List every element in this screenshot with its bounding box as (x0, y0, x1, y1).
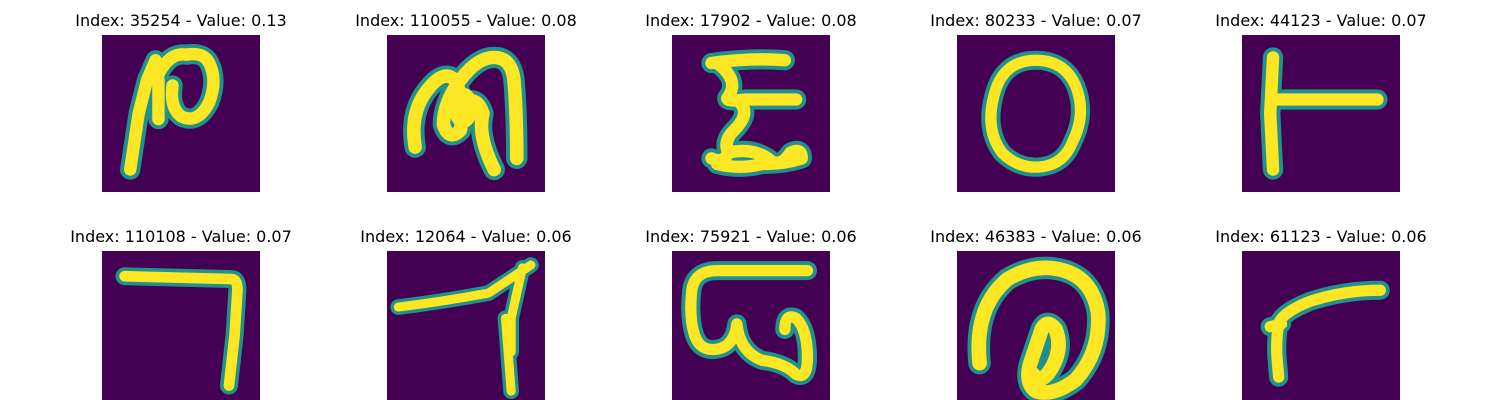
tile-image-glyph-gamma (1242, 251, 1400, 400)
tile-title: Index: 17902 - Value: 0.08 (645, 11, 857, 30)
tile-2: Index: 110055 - Value: 0.08 (355, 12, 577, 192)
tile-title: Index: 110055 - Value: 0.08 (355, 11, 577, 30)
tile-7: Index: 12064 - Value: 0.06 (360, 228, 572, 400)
tile-image-glyph-n-loop (102, 35, 260, 192)
tile-6: Index: 110108 - Value: 0.07 (70, 228, 292, 400)
tile-title: Index: 44123 - Value: 0.07 (1215, 11, 1427, 30)
tile-title: Index: 61123 - Value: 0.06 (1215, 227, 1427, 246)
tile-1: Index: 35254 - Value: 0.13 (75, 12, 287, 192)
tile-8: Index: 75921 - Value: 0.06 (645, 228, 857, 400)
tile-4: Index: 80233 - Value: 0.07 (930, 12, 1142, 192)
tile-image-glyph-t-sideways (1242, 35, 1400, 192)
tile-title: Index: 46383 - Value: 0.06 (930, 227, 1142, 246)
tile-image-glyph-o (957, 35, 1115, 192)
tile-image-glyph-epsilon (672, 35, 830, 192)
tile-9: Index: 46383 - Value: 0.06 (930, 228, 1142, 400)
tile-title: Index: 75921 - Value: 0.06 (645, 227, 857, 246)
tile-image-glyph-m-loop (387, 35, 545, 192)
tile-3: Index: 17902 - Value: 0.08 (645, 12, 857, 192)
tile-title: Index: 80233 - Value: 0.07 (930, 11, 1142, 30)
tile-image-glyph-omega (672, 251, 830, 400)
tile-title: Index: 12064 - Value: 0.06 (360, 227, 572, 246)
tile-10: Index: 61123 - Value: 0.06 (1215, 228, 1427, 400)
tile-5: Index: 44123 - Value: 0.07 (1215, 12, 1427, 192)
tile-image-glyph-seven-stroke (387, 251, 545, 400)
tile-image-glyph-loop (957, 251, 1115, 400)
tile-title: Index: 35254 - Value: 0.13 (75, 11, 287, 30)
tile-image-glyph-seven-angle (102, 251, 260, 400)
tile-title: Index: 110108 - Value: 0.07 (70, 227, 292, 246)
image-grid: Index: 35254 - Value: 0.13 Index: 110055… (70, 12, 1427, 400)
